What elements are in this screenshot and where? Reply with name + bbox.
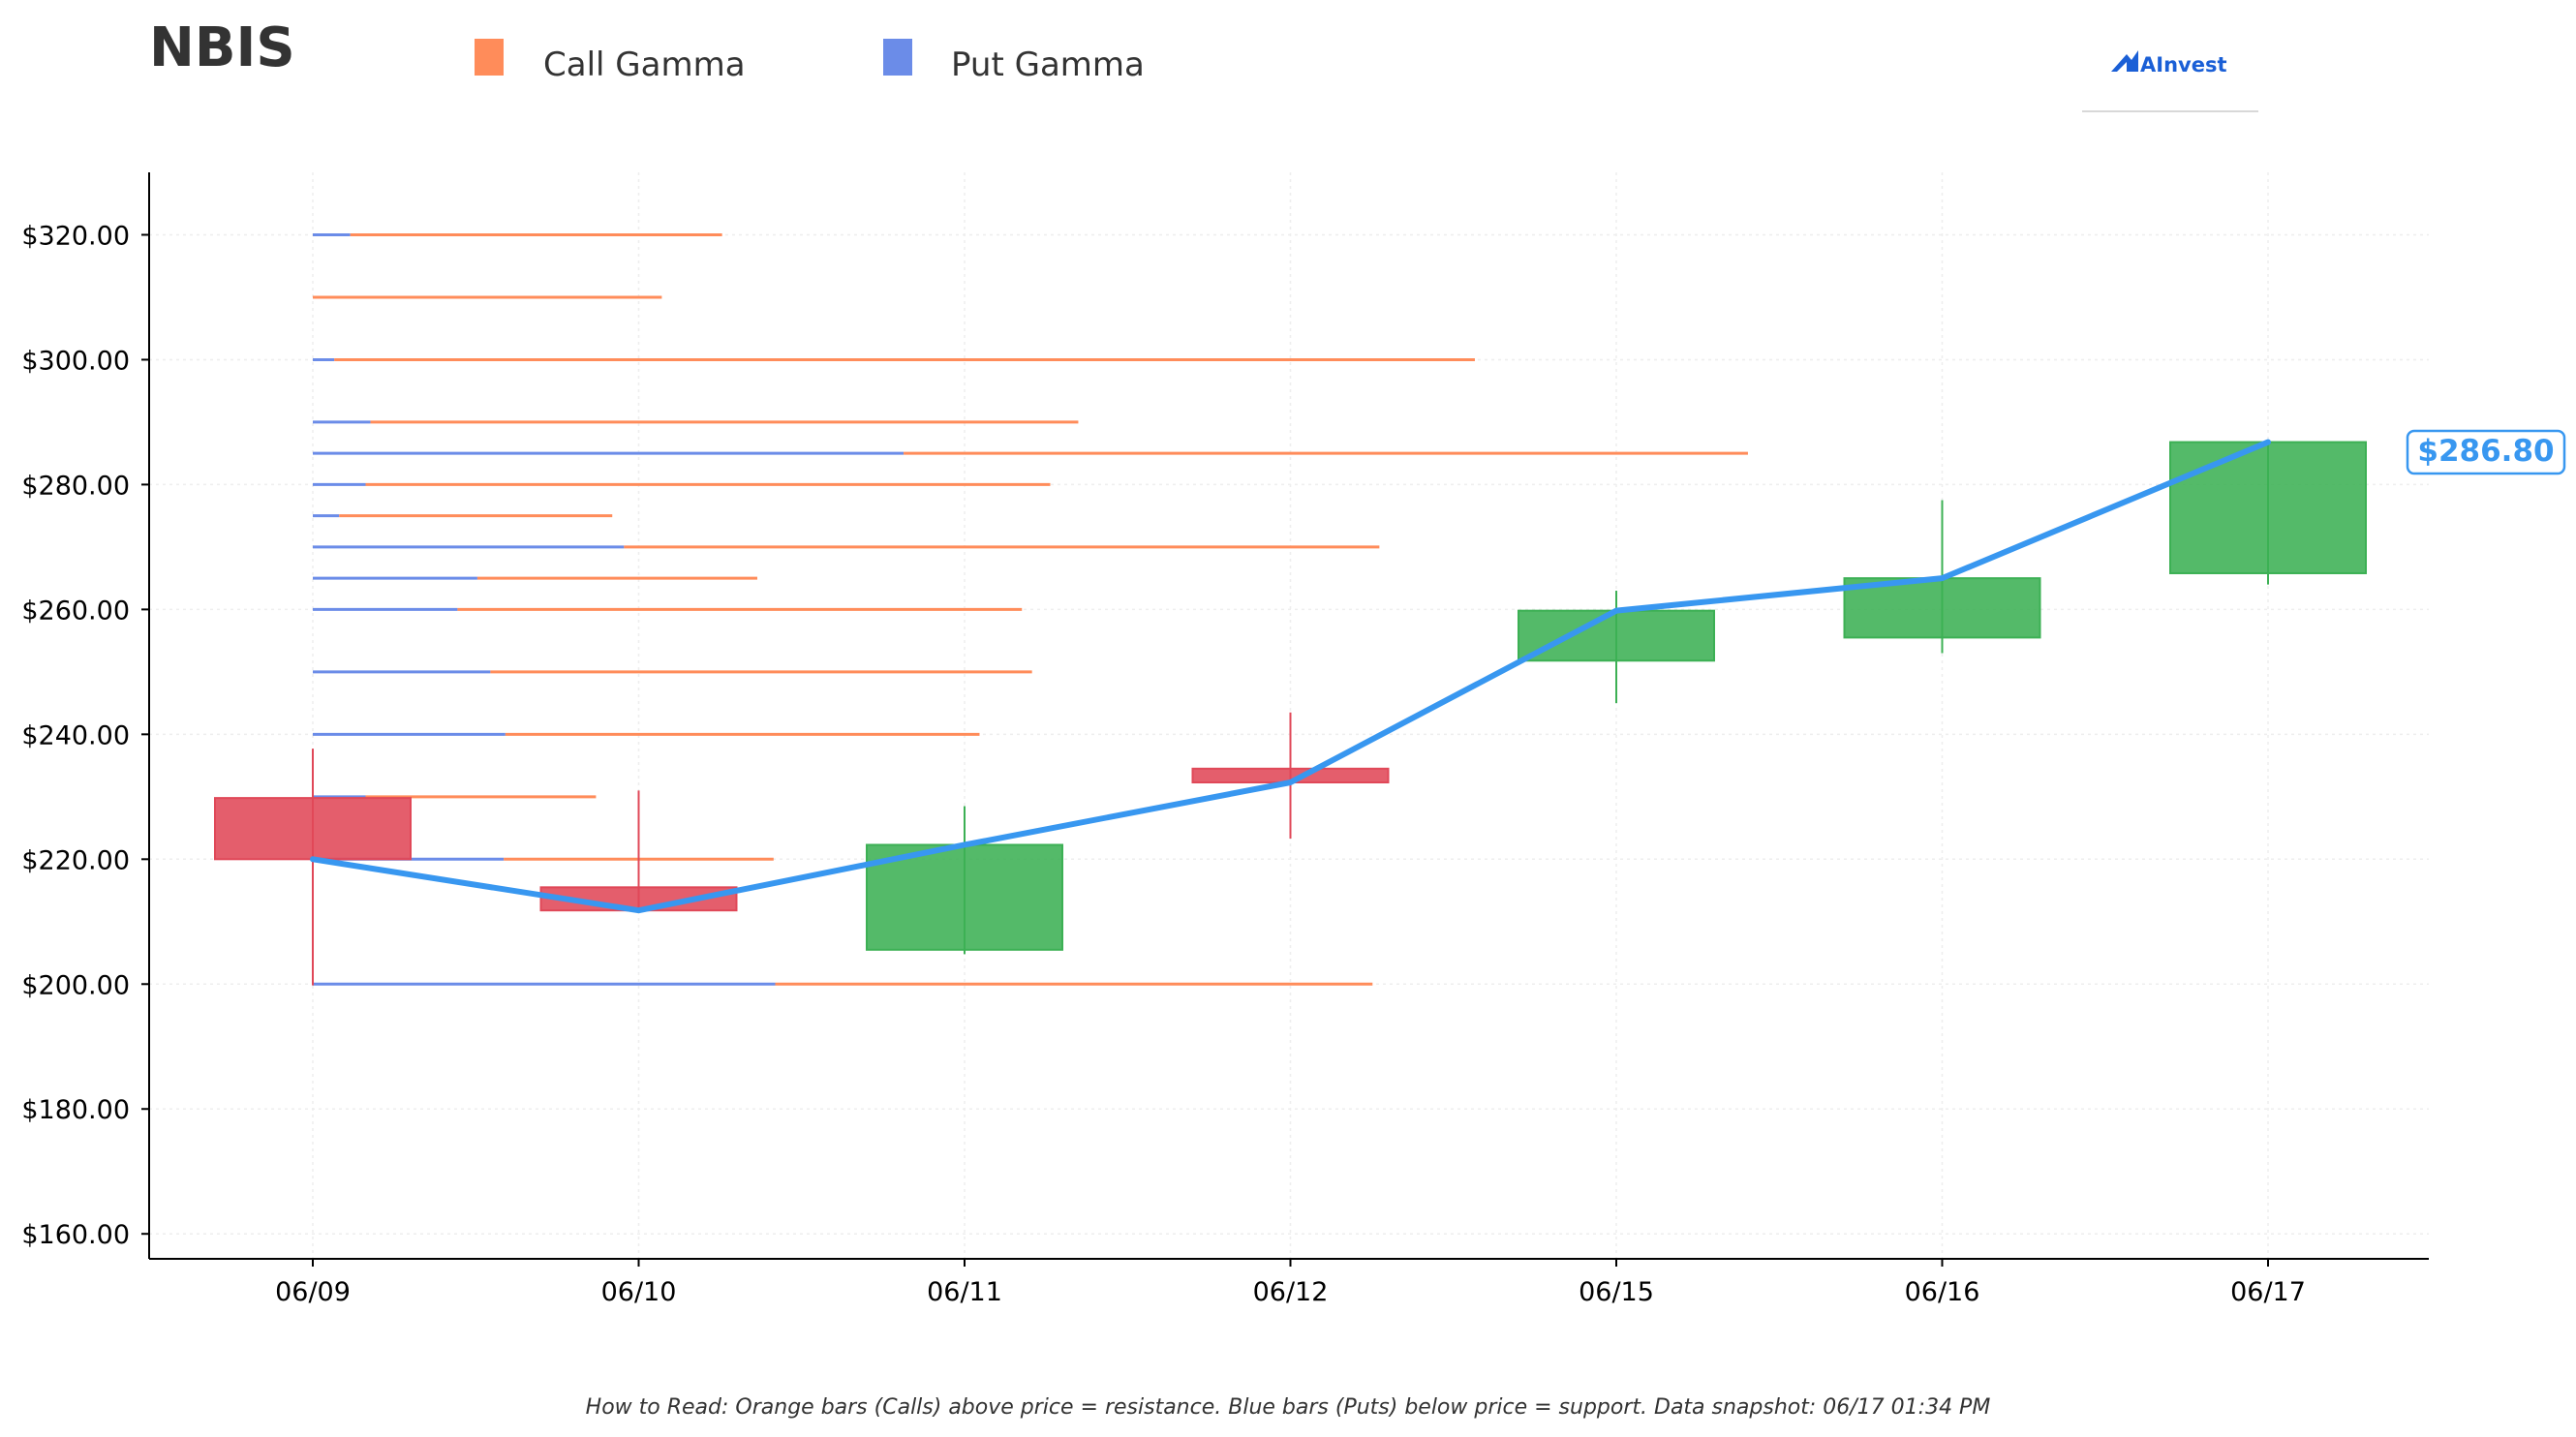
y-tick-label: $320.00: [21, 221, 130, 251]
candle-body: [866, 843, 1063, 951]
y-tick-label: $220.00: [21, 845, 130, 875]
y-tick-label: $160.00: [21, 1220, 130, 1250]
x-tick-label: 06/16: [1905, 1277, 1980, 1307]
candle-body: [214, 797, 412, 861]
ainvest-logo-text: AInvest: [2140, 53, 2227, 76]
candle-body: [1843, 577, 2041, 639]
x-tick-label: 06/15: [1579, 1277, 1654, 1307]
candle-body: [2169, 441, 2367, 574]
candles: [214, 441, 2367, 986]
x-tick-label: 06/09: [275, 1277, 351, 1307]
x-tick-label: 06/12: [1253, 1277, 1329, 1307]
footer-note: How to Read: Orange bars (Calls) above p…: [586, 1395, 1991, 1420]
legend-label-call: Call Gamma: [543, 46, 746, 84]
y-tick-label: $180.00: [21, 1095, 130, 1125]
axes: $160.00 $180.00 $200.00 $220.00 $240.00 $260.…: [21, 172, 2429, 1307]
last-price-label: $286.80: [2417, 434, 2554, 469]
last-price-badge: $286.80: [2406, 429, 2566, 475]
candle-body: [1518, 609, 1715, 662]
y-tick-label: $200.00: [21, 970, 130, 1000]
legend: Call Gamma Put Gamma: [475, 39, 1145, 84]
y-tick-label: $280.00: [21, 471, 130, 501]
legend-label-put: Put Gamma: [951, 46, 1145, 84]
legend-swatch-put: [883, 39, 912, 76]
ainvest-logo[interactable]: AInvest: [2082, 50, 2258, 112]
y-tick-label: $260.00: [21, 596, 130, 626]
close-price-line: [310, 439, 2271, 914]
gridlines: [149, 172, 2429, 1259]
chart-title: NBIS: [149, 16, 295, 79]
y-tick-label: $300.00: [21, 346, 130, 376]
x-tick-label: 06/10: [601, 1277, 677, 1307]
last-price-box: [2406, 429, 2566, 475]
legend-swatch-call: [475, 39, 504, 76]
close-line-path: [310, 439, 2271, 914]
y-tick-label: $240.00: [21, 720, 130, 750]
x-tick-label: 06/17: [2230, 1277, 2306, 1307]
x-tick-label: 06/11: [927, 1277, 1002, 1307]
ainvest-logo-icon: [2111, 50, 2138, 72]
